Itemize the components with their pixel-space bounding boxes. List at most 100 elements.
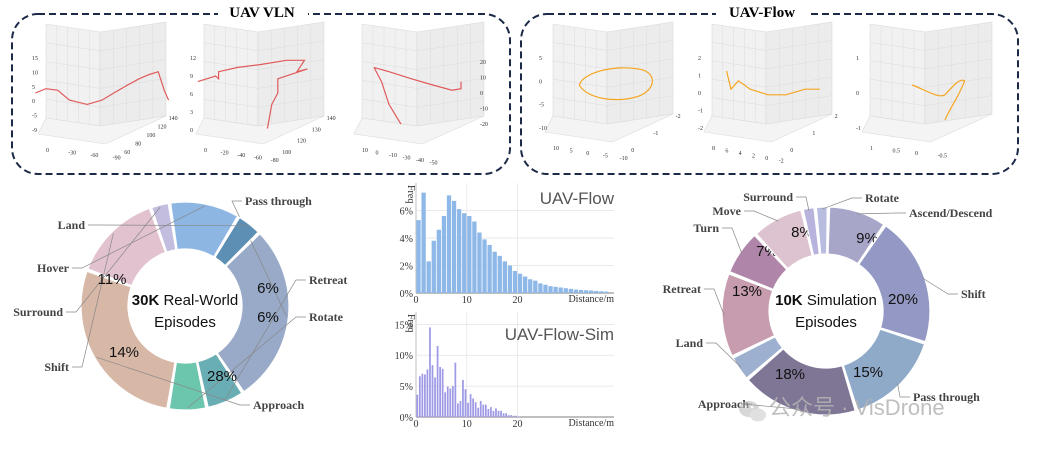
back-pane-left — [361, 23, 418, 127]
histogram-bar — [548, 286, 553, 294]
histogram-bar — [479, 400, 482, 417]
tick-label: -2 — [676, 114, 681, 120]
histogram-bar — [464, 389, 467, 417]
slice-rotate — [815, 206, 828, 255]
tick-label: 0 — [765, 156, 768, 162]
slice-percent-label: 6% — [257, 309, 279, 326]
histogram-bar — [474, 402, 477, 417]
tick-label: 0 — [190, 128, 193, 134]
slice-percent-label: 18% — [775, 366, 805, 383]
histogram-bar — [467, 402, 469, 417]
tick-label: -2 — [779, 159, 784, 165]
tick-label: 2 — [698, 56, 701, 62]
slice-category-label: Shift — [961, 287, 986, 301]
leader-line — [224, 279, 306, 401]
tick-label: 120 — [297, 139, 306, 145]
histogram-bar — [424, 374, 426, 417]
tick-label: 0 — [46, 148, 49, 154]
trajectory-line — [726, 70, 820, 96]
histogram-bar — [497, 410, 500, 417]
histogram-bar — [583, 290, 589, 293]
histogram-bar — [538, 283, 543, 294]
histogram-bar — [517, 416, 520, 417]
x-axis-label: Distance/m — [568, 294, 614, 305]
slice-ascend-descend — [827, 206, 885, 265]
histogram-bar — [446, 386, 449, 417]
slice-percent-label: 20% — [888, 291, 918, 308]
tick-label: -20 — [480, 122, 488, 128]
histogram-bar — [429, 327, 431, 417]
histogram-bar — [563, 288, 568, 293]
histogram-bar — [477, 407, 480, 417]
slice-category-label: Pass through — [245, 194, 312, 208]
slice-category-label: Ascend/Descend — [909, 206, 993, 220]
trajectory-line — [373, 66, 462, 125]
back-pane-left — [711, 23, 767, 125]
tick-label: 1 — [856, 56, 859, 62]
floor-pane — [353, 115, 485, 145]
histogram-bar — [515, 415, 518, 417]
tick-label: -1 — [653, 131, 658, 137]
histogram-uav-flow: 0% 2% 4% 6% 0 10 20 Freq Distance/m UAV-Flow — [400, 183, 615, 306]
trajectory-line — [197, 59, 308, 129]
center-title: 30K Real-World — [132, 292, 238, 309]
slice-category-label: Turn — [693, 221, 719, 235]
watermark: 公众号 · VisDrone — [739, 395, 945, 422]
slice-category-label: Pass through — [913, 390, 980, 404]
histogram-bar — [477, 232, 482, 293]
back-pane-right — [924, 21, 993, 125]
histogram-bar — [507, 265, 513, 293]
histogram-title: UAV-Flow-Sim — [505, 325, 614, 344]
tick-label: 140 — [327, 116, 336, 122]
y-tick-label: 6% — [400, 207, 413, 218]
leader-line — [706, 342, 742, 368]
slice-percent-label: 6% — [257, 280, 279, 297]
leader-line — [821, 197, 862, 210]
slice-category-label: Retreat — [309, 273, 347, 287]
slice-percent-label: 28% — [207, 368, 237, 385]
histogram-bar — [495, 408, 497, 417]
histogram-bar — [462, 379, 464, 417]
back-pane-right — [416, 21, 485, 127]
histogram-bar — [431, 365, 434, 417]
histogram-bar — [449, 388, 452, 417]
tick-label: -5 — [603, 154, 608, 160]
tick-label: -60 — [254, 156, 262, 162]
slice-category-label: Rotate — [309, 310, 344, 324]
tick-label: 0 — [204, 148, 207, 154]
histogram-bar — [497, 255, 502, 294]
x-axis-label: Distance/m — [568, 418, 614, 429]
histogram-bar — [594, 290, 599, 293]
histogram-bar — [487, 408, 490, 417]
slice-category-label: Surround — [13, 305, 63, 319]
histogram-bar — [589, 290, 594, 293]
histogram-bar — [416, 394, 419, 417]
tick-label: 5 — [570, 149, 573, 155]
tick-label: -10 — [389, 153, 397, 159]
slice-pass-through — [216, 233, 290, 393]
slice-land — [214, 216, 260, 267]
y-tick-label: 4% — [400, 234, 413, 245]
slice-category-label: Rotate — [865, 191, 900, 205]
tick-label: 15 — [32, 56, 38, 62]
x-tick-label: 0 — [414, 419, 419, 430]
tick-label: -10 — [480, 107, 488, 113]
histogram-bar — [500, 410, 502, 417]
slice-retreat — [721, 273, 776, 357]
slice-approach — [747, 347, 856, 416]
tick-label: -40 — [416, 158, 424, 164]
slice-percent-label: 11% — [98, 271, 127, 288]
tick-label: 10 — [362, 148, 368, 154]
trajectory-line — [911, 79, 966, 121]
tick-label: -30 — [403, 156, 411, 162]
tick-label: 6 — [725, 149, 728, 155]
histogram-bar — [507, 415, 510, 417]
slice-category-label: Retreat — [663, 282, 701, 296]
tick-label: 10 — [553, 146, 559, 152]
tick-label: 5 — [32, 85, 35, 91]
tick-label: -10 — [539, 126, 547, 132]
tick-label: 20 — [480, 60, 486, 66]
